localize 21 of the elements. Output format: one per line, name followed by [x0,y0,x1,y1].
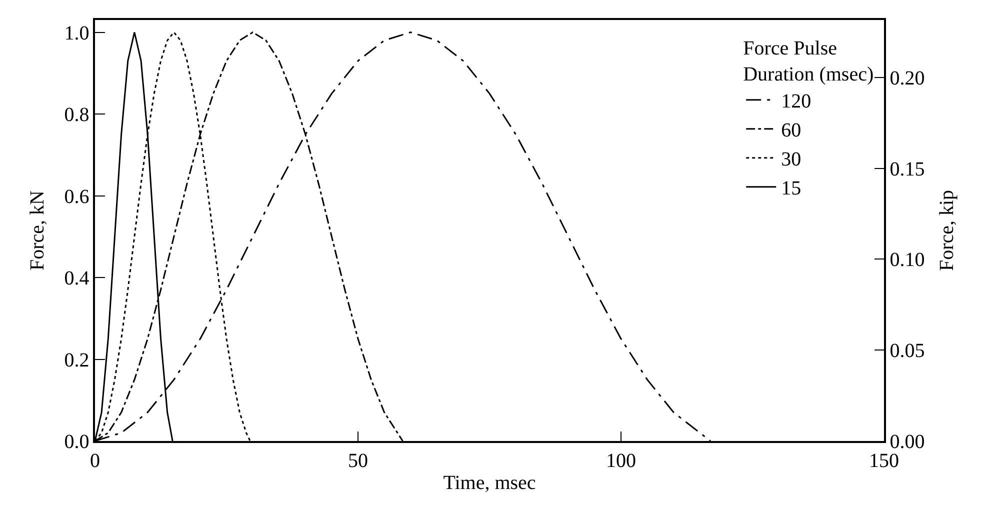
y-tick-label: 0.4 [64,268,90,290]
x-axis-title: Time, msec [443,472,536,494]
x-tick-label: 100 [606,450,636,472]
legend-label: 30 [781,148,802,171]
y-tick-label: 0.6 [64,186,90,208]
legend-label: 15 [781,178,802,200]
y-tick-label: 0.0 [64,431,90,453]
x-tick-label: 0 [90,450,100,472]
y2-tick-label: 0.05 [890,340,925,362]
x-tick-label: 50 [348,450,368,472]
y2-axis-title: Force, kip [936,190,958,272]
y-tick-label: 1.0 [64,22,90,44]
y2-tick-label: 0.15 [890,158,925,180]
y-tick-label: 0.2 [64,349,90,372]
y2-tick-label: 0.20 [890,67,925,90]
legend-label: 60 [781,120,802,142]
legend-label: 120 [781,90,812,113]
y2-tick-label: 0.10 [890,249,925,272]
legend-title: Force Pulse Duration (msec) [743,37,874,86]
y-tick-label: 0.8 [64,104,90,126]
y-axis-title: Force, kN [26,190,48,270]
